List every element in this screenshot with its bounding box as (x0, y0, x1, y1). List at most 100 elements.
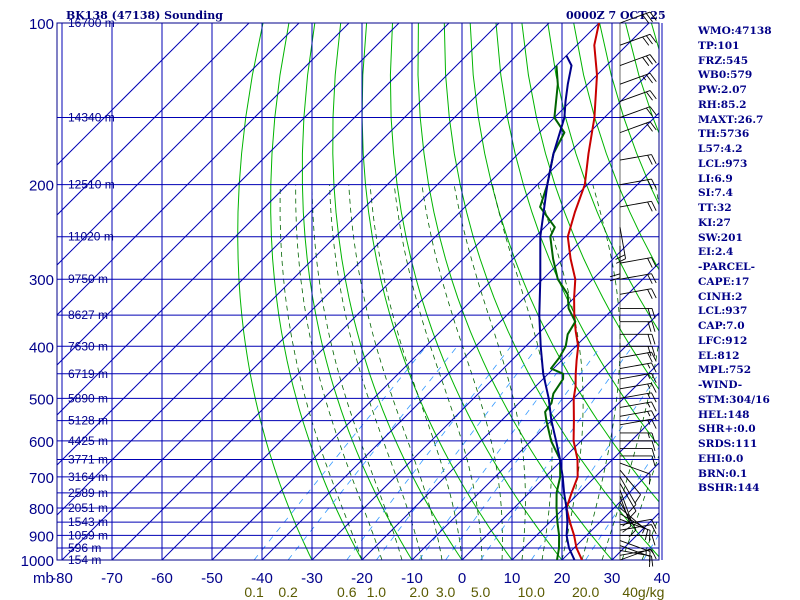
wind-barb-feather (651, 362, 657, 373)
height-label: 16700 m (68, 16, 115, 30)
temperature-profile (565, 23, 600, 560)
wind-barb-feather (651, 455, 656, 467)
pressure-tick-label: 700 (29, 470, 54, 487)
height-label: 1059 m (68, 528, 108, 542)
index-item: SW:201 (698, 231, 743, 244)
wind-barb-feather (651, 440, 656, 451)
wind-barb-feather (645, 13, 653, 23)
wind-barb (620, 440, 656, 451)
index-item: MPL:752 (698, 364, 752, 377)
wind-barb (619, 462, 651, 485)
wind-barb-shaft (619, 90, 651, 102)
height-label: 4425 m (68, 434, 108, 448)
wind-barb-shaft (619, 54, 651, 66)
wind-barb-half-feather (647, 383, 651, 389)
wind-barb (619, 372, 657, 383)
isotherm (161, 62, 659, 560)
wind-barb-shaft (619, 178, 652, 186)
isotherm (361, 262, 659, 560)
wind-barb (619, 288, 657, 299)
isotherm (511, 412, 659, 560)
dry-adiabat (237, 23, 313, 560)
wind-barb-feather (647, 289, 653, 299)
wind-barb (619, 154, 657, 165)
wind-barb (619, 106, 657, 118)
wind-barb-feather (651, 448, 656, 459)
isotherm (57, 23, 500, 466)
index-item: SI:7.4 (698, 187, 733, 200)
wind-barb-feather (649, 474, 651, 485)
index-item: CINH:2 (698, 290, 743, 303)
isotherm (261, 162, 659, 560)
wind-barb-feather (645, 55, 653, 65)
wind-barb-feather (642, 14, 650, 24)
index-item: FRZ:545 (698, 54, 749, 67)
isotherm (211, 112, 659, 560)
wind-barb-feather (651, 257, 657, 268)
wind-barb-feather (628, 510, 637, 520)
temperature-tick-label: 0 (458, 570, 466, 587)
grid-clip (57, 23, 659, 560)
wind-barb-feather (651, 351, 657, 362)
wind-barb-shaft (619, 154, 652, 161)
isotherm (461, 362, 659, 560)
wind-barb-shaft (619, 382, 652, 390)
plot-frame (56, 22, 660, 561)
wind-barb-feather (651, 334, 656, 345)
wind-barb-half-feather (647, 419, 651, 425)
wind-barb-feather (651, 410, 657, 421)
wind-barb-feather (651, 401, 657, 412)
wind-barb-half-feather (647, 432, 650, 439)
isotherm (57, 23, 550, 516)
wind-barb-shaft (619, 257, 652, 264)
wind-barb-feather (642, 57, 650, 66)
wind-barb-feather (649, 34, 657, 43)
wind-barb (620, 432, 656, 444)
wind-barb-feather (649, 90, 657, 100)
grid-layer (56, 22, 663, 561)
wind-barb-column (609, 11, 657, 567)
profile-layer (538, 23, 600, 560)
wind-barb-half-feather (647, 393, 651, 399)
wind-barb (620, 345, 656, 357)
wind-barb (619, 476, 637, 513)
wind-barb-shaft (619, 418, 652, 426)
moist-adiabat (329, 184, 423, 560)
observation-time: 0000Z 7 OCT 25 (566, 9, 666, 22)
height-label: 11020 m (68, 230, 114, 244)
wind-barb (619, 501, 637, 538)
wind-barb-feather (634, 494, 641, 504)
wind-barb-shaft (619, 372, 652, 380)
height-label: 2589 m (68, 486, 108, 500)
wind-barb-feather (651, 419, 657, 429)
height-label: 6719 m (68, 367, 108, 381)
wind-barb-feather (649, 11, 657, 21)
isotherm (411, 312, 659, 560)
wind-barb-shaft (619, 545, 651, 557)
wind-barb-shaft (619, 410, 652, 417)
wind-barb (619, 483, 637, 520)
temperature-tick-label: -20 (351, 570, 373, 587)
height-label: 9750 m (68, 272, 108, 286)
pressure-tick-label: 500 (29, 391, 54, 408)
wind-barb-feather (628, 529, 637, 538)
wind-barb-feather (645, 35, 653, 45)
temperature-tick-label: 40 (654, 570, 671, 587)
wind-barb-feather (647, 155, 653, 165)
index-item: CAPE:17 (698, 275, 750, 288)
pressure-tick-label: 900 (29, 528, 54, 545)
wind-barb-feather (647, 179, 653, 190)
wind-barb-feather (651, 549, 657, 560)
height-label: 3771 m (68, 453, 108, 467)
index-item: STM:304/16 (698, 393, 770, 406)
wind-barb-feather (647, 352, 653, 363)
wind-barb (619, 469, 641, 504)
wind-barb-feather (649, 530, 651, 541)
wind-barb-feather (609, 277, 621, 282)
wind-barb-shaft (619, 469, 641, 495)
temperature-tick-label: -40 (251, 570, 273, 587)
mixing-ratio-label: 5.0 (471, 584, 491, 600)
index-item: EL:812 (698, 349, 740, 362)
wind-barb (619, 418, 657, 429)
